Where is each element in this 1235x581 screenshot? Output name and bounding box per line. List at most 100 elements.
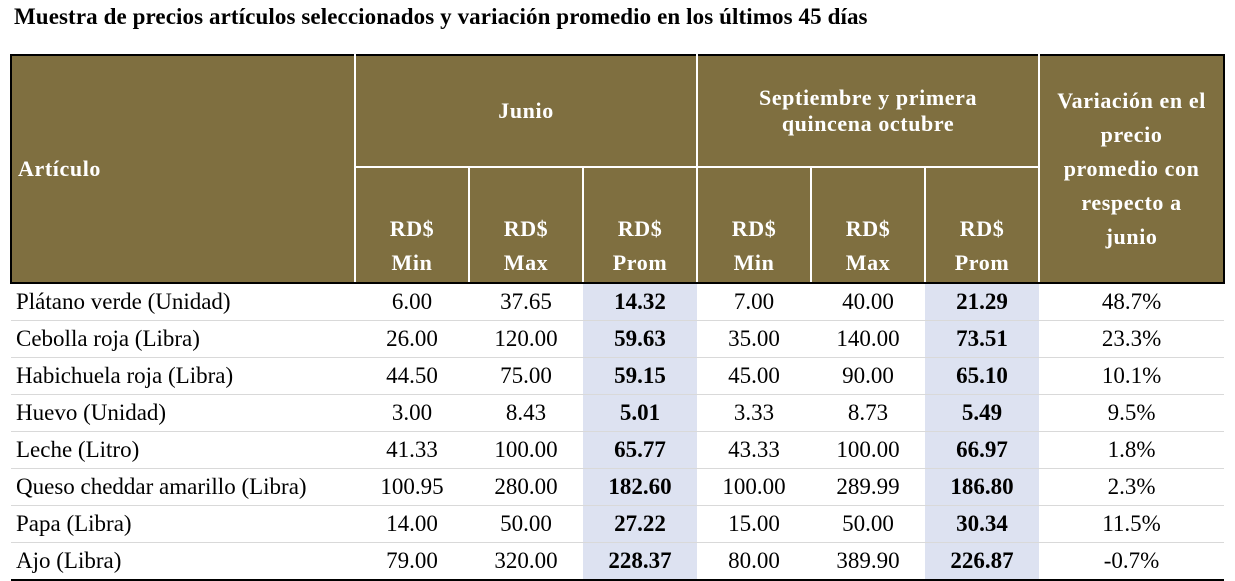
cell-sep-prom: 5.49 bbox=[925, 394, 1040, 432]
cell-jun-prom: 27.22 bbox=[583, 505, 698, 543]
cell-variacion: 48.7% bbox=[1039, 283, 1225, 321]
header-variacion-line-1: Variación en el bbox=[1057, 88, 1206, 113]
header-currency: RD$ bbox=[389, 216, 435, 241]
price-table: Artículo Junio Septiembre y primera quinc… bbox=[10, 54, 1226, 581]
header-currency: RD$ bbox=[503, 216, 549, 241]
cell-sep-prom: 65.10 bbox=[925, 357, 1040, 395]
table-row: Plátano verde (Unidad) 6.00 37.65 14.32 … bbox=[11, 283, 1225, 321]
header-variacion-line-5: junio bbox=[1105, 224, 1158, 249]
table-row: Cebolla roja (Libra) 26.00 120.00 59.63 … bbox=[11, 320, 1225, 358]
cell-jun-max: 8.43 bbox=[469, 394, 583, 432]
cell-variacion: 1.8% bbox=[1039, 431, 1225, 469]
cell-jun-prom: 59.15 bbox=[583, 357, 698, 395]
header-stat-label: Min bbox=[391, 250, 433, 275]
cell-jun-min: 3.00 bbox=[355, 394, 469, 432]
cell-sep-max: 389.90 bbox=[811, 542, 926, 581]
header-jun-max: RD$ Max bbox=[468, 166, 584, 284]
header-stat-label: Prom bbox=[954, 250, 1010, 275]
cell-sep-max: 50.00 bbox=[811, 505, 926, 543]
header-variacion: Variación en el precio promedio con respect… bbox=[1038, 54, 1226, 284]
cell-jun-min: 100.95 bbox=[355, 468, 469, 506]
table-row: Habichuela roja (Libra) 44.50 75.00 59.1… bbox=[11, 357, 1225, 395]
cell-sep-min: 3.33 bbox=[697, 394, 812, 432]
cell-articulo: Plátano verde (Unidad) bbox=[11, 283, 355, 321]
cell-jun-max: 75.00 bbox=[469, 357, 583, 395]
cell-jun-min: 26.00 bbox=[355, 320, 469, 358]
table-body: Plátano verde (Unidad) 6.00 37.65 14.32 … bbox=[11, 283, 1225, 581]
header-jun-prom: RD$ Prom bbox=[581, 166, 699, 284]
header-stat-label: Max bbox=[503, 250, 549, 275]
cell-jun-max: 320.00 bbox=[469, 542, 583, 581]
table-row: Ajo (Libra) 79.00 320.00 228.37 80.00 38… bbox=[11, 542, 1225, 581]
header-currency: RD$ bbox=[845, 216, 891, 241]
cell-sep-min: 7.00 bbox=[697, 283, 812, 321]
cell-sep-min: 80.00 bbox=[697, 542, 812, 581]
header-stat-label: Max bbox=[845, 250, 891, 275]
table-row: Queso cheddar amarillo (Libra) 100.95 28… bbox=[11, 468, 1225, 506]
cell-jun-max: 37.65 bbox=[469, 283, 583, 321]
table-title: Muestra de precios artículos seleccionad… bbox=[14, 4, 868, 29]
table-row: Huevo (Unidad) 3.00 8.43 5.01 3.33 8.73 … bbox=[11, 394, 1225, 432]
cell-articulo: Queso cheddar amarillo (Libra) bbox=[11, 468, 355, 506]
cell-jun-max: 50.00 bbox=[469, 505, 583, 543]
cell-jun-min: 14.00 bbox=[355, 505, 469, 543]
header-currency: RD$ bbox=[617, 216, 663, 241]
cell-sep-max: 90.00 bbox=[811, 357, 926, 395]
header-variacion-line-4: respecto a bbox=[1081, 190, 1182, 215]
cell-articulo: Huevo (Unidad) bbox=[11, 394, 355, 432]
header-currency: RD$ bbox=[959, 216, 1005, 241]
cell-jun-prom: 14.32 bbox=[583, 283, 698, 321]
cell-sep-max: 8.73 bbox=[811, 394, 926, 432]
table-row: Leche (Litro) 41.33 100.00 65.77 43.33 1… bbox=[11, 431, 1225, 469]
cell-jun-prom: 228.37 bbox=[583, 542, 698, 581]
header-articulo: Artículo bbox=[10, 54, 356, 284]
cell-sep-max: 140.00 bbox=[811, 320, 926, 358]
header-group-septiembre-line-1: Septiembre y primera bbox=[758, 85, 978, 110]
cell-sep-prom: 66.97 bbox=[925, 431, 1040, 469]
header-stat-label: Prom bbox=[612, 250, 668, 275]
cell-jun-min: 79.00 bbox=[355, 542, 469, 581]
cell-jun-max: 120.00 bbox=[469, 320, 583, 358]
cell-variacion: 11.5% bbox=[1039, 505, 1225, 543]
header-stat-label: Min bbox=[733, 250, 775, 275]
cell-sep-prom: 186.80 bbox=[925, 468, 1040, 506]
header-currency: RD$ bbox=[731, 216, 777, 241]
cell-jun-prom: 5.01 bbox=[583, 394, 698, 432]
cell-sep-max: 100.00 bbox=[811, 431, 926, 469]
cell-variacion: 9.5% bbox=[1039, 394, 1225, 432]
cell-jun-min: 44.50 bbox=[355, 357, 469, 395]
cell-articulo: Leche (Litro) bbox=[11, 431, 355, 469]
cell-sep-min: 100.00 bbox=[697, 468, 812, 506]
cell-sep-prom: 73.51 bbox=[925, 320, 1040, 358]
cell-sep-min: 35.00 bbox=[697, 320, 812, 358]
cell-sep-prom: 226.87 bbox=[925, 542, 1040, 581]
header-sep-min: RD$ Min bbox=[696, 166, 813, 284]
cell-variacion: 23.3% bbox=[1039, 320, 1225, 358]
cell-jun-max: 280.00 bbox=[469, 468, 583, 506]
cell-variacion: 2.3% bbox=[1039, 468, 1225, 506]
cell-sep-min: 45.00 bbox=[697, 357, 812, 395]
table-row: Papa (Libra) 14.00 50.00 27.22 15.00 50.… bbox=[11, 505, 1225, 543]
cell-jun-max: 100.00 bbox=[469, 431, 583, 469]
cell-jun-min: 6.00 bbox=[355, 283, 469, 321]
cell-jun-min: 41.33 bbox=[355, 431, 469, 469]
header-group-septiembre: Septiembre y primera quincena octubre bbox=[696, 54, 1041, 168]
cell-articulo: Papa (Libra) bbox=[11, 505, 355, 543]
cell-jun-prom: 59.63 bbox=[583, 320, 698, 358]
cell-articulo: Cebolla roja (Libra) bbox=[11, 320, 355, 358]
cell-variacion: 10.1% bbox=[1039, 357, 1225, 395]
cell-jun-prom: 65.77 bbox=[583, 431, 698, 469]
table-header: Artículo Junio Septiembre y primera quinc… bbox=[10, 54, 1226, 284]
header-variacion-line-3: promedio con bbox=[1063, 156, 1200, 181]
cell-variacion: -0.7% bbox=[1039, 542, 1225, 581]
header-group-junio: Junio bbox=[353, 54, 699, 168]
cell-sep-max: 289.99 bbox=[811, 468, 926, 506]
cell-sep-min: 15.00 bbox=[697, 505, 812, 543]
header-sep-max: RD$ Max bbox=[810, 166, 927, 284]
header-group-septiembre-line-2: quincena octubre bbox=[781, 111, 955, 136]
cell-sep-prom: 21.29 bbox=[925, 283, 1040, 321]
header-jun-min: RD$ Min bbox=[354, 166, 470, 284]
cell-jun-prom: 182.60 bbox=[583, 468, 698, 506]
header-variacion-line-2: precio bbox=[1100, 122, 1163, 147]
header-sep-prom: RD$ Prom bbox=[924, 166, 1041, 284]
